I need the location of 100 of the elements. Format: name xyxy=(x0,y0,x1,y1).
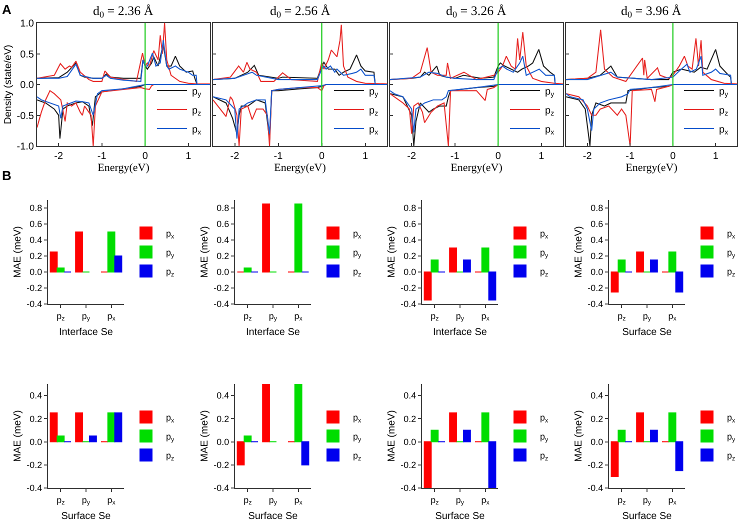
y-tick-label: -0.2 xyxy=(400,460,416,470)
x-tick-label: p$_{y}$ xyxy=(268,494,278,507)
y-tick-label: -0.2 xyxy=(400,283,416,294)
y-tick-label: 0.2 xyxy=(30,414,42,424)
x-axis-title: Surface Se xyxy=(622,327,672,338)
x-tick-label: p$_{z}$ xyxy=(56,494,65,507)
y-tick-label: -0.5 xyxy=(16,110,34,122)
y-tick-label: 0.6 xyxy=(216,219,230,230)
x-axis-title: Energy(eV) xyxy=(274,162,326,174)
y-tick-label: 0.0 xyxy=(404,267,416,278)
bar xyxy=(481,248,490,272)
y-axis-title: MAE (meV) xyxy=(386,410,398,462)
legend-label: p$_{z}$ xyxy=(540,266,548,278)
x-axis-title: Surface Se xyxy=(61,511,112,522)
y-tick-label: 0.8 xyxy=(590,203,604,214)
y-tick-label: 0.4 xyxy=(216,235,230,246)
x-tick-label: p$_{z}$ xyxy=(244,310,252,323)
x-tick-label: -1 xyxy=(97,151,107,162)
legend-label: p$_{z}$ xyxy=(192,105,202,118)
x-tick-label: p$_{z}$ xyxy=(430,494,439,507)
y-tick-label: -0.2 xyxy=(588,283,604,294)
legend-label: p$_{x}$ xyxy=(719,124,729,136)
legend-label: p$_{x}$ xyxy=(192,124,202,136)
legend-label: p$_{y}$ xyxy=(353,432,362,444)
legend-label: p$_{z}$ xyxy=(727,266,736,278)
x-tick-label: p$_{z}$ xyxy=(618,310,626,323)
y-axis-title: MAE (meV) xyxy=(386,226,398,278)
bar xyxy=(107,232,116,272)
bar xyxy=(294,384,302,442)
y-tick-label: 0.2 xyxy=(216,414,230,424)
bar xyxy=(636,412,644,442)
y-tick-label: 0.4 xyxy=(30,235,42,246)
y-tick-label: 0.2 xyxy=(30,251,42,262)
y-tick-label: -0.2 xyxy=(26,283,42,294)
y-tick-label: 0.4 xyxy=(590,390,604,401)
legend-label: p$_{z}$ xyxy=(719,105,729,118)
y-tick-label: 0.6 xyxy=(590,219,604,230)
x-tick-label: p$_{y}$ xyxy=(642,494,652,507)
y-tick-label: -0.4 xyxy=(26,483,42,494)
x-axis-title: Interface Se xyxy=(246,327,300,338)
x-tick-label: -2 xyxy=(54,151,64,162)
y-tick-label: 1.0 xyxy=(20,18,34,30)
legend-label: p$_{z}$ xyxy=(540,450,548,462)
x-tick-label: p$_{y}$ xyxy=(268,310,278,323)
legend-label: p$_{y}$ xyxy=(166,248,176,260)
y-axis-title: MAE (meV) xyxy=(574,226,585,278)
bar xyxy=(262,204,270,272)
legend-label: p$_{x}$ xyxy=(727,412,736,424)
legend-label: p$_{z}$ xyxy=(353,450,362,462)
text: A xyxy=(2,2,12,17)
legend-label: p$_{z}$ xyxy=(353,266,362,278)
legend-label: p$_{z}$ xyxy=(369,105,379,118)
y-tick-label: 0.0 xyxy=(404,436,416,447)
y-axis-title: MAE (meV) xyxy=(12,410,24,462)
legend-label: p$_{x}$ xyxy=(353,412,362,424)
y-tick-label: 0.4 xyxy=(30,390,42,401)
x-axis-title: Surface Se xyxy=(248,511,298,522)
bar xyxy=(462,260,471,272)
x-tick-label: p$_{x}$ xyxy=(294,494,304,507)
legend-label: p$_{y}$ xyxy=(353,248,362,260)
chart-title: d$_{0}$ = 3.26 Å xyxy=(446,3,507,20)
y-tick-label: 0.4 xyxy=(404,390,416,401)
bar xyxy=(488,272,496,300)
legend-label: p$_{x}$ xyxy=(369,124,379,136)
y-axis-title: MAE (meV) xyxy=(200,226,211,278)
x-tick-label: 0 xyxy=(142,151,148,162)
legend-label: p$_{y}$ xyxy=(727,432,736,444)
y-tick-label: -0.2 xyxy=(214,283,230,294)
y-tick-label: -0.4 xyxy=(588,483,604,494)
x-tick-label: p$_{y}$ xyxy=(456,310,465,323)
legend-label: p$_{y}$ xyxy=(192,86,202,98)
y-tick-label: 0.8 xyxy=(404,203,416,214)
x-tick-label: p$_{y}$ xyxy=(456,494,465,507)
x-tick-label: 1 xyxy=(186,151,192,162)
bar xyxy=(50,252,58,272)
x-tick-label: -1 xyxy=(626,151,636,162)
x-tick-label: p$_{y}$ xyxy=(82,494,91,507)
legend-label: p$_{x}$ xyxy=(166,228,176,240)
legend-label: p$_{x}$ xyxy=(166,412,176,424)
bar xyxy=(236,441,245,466)
y-tick-label: 0.2 xyxy=(216,251,230,262)
y-tick-label: 0.6 xyxy=(404,219,416,230)
y-tick-label: -0.4 xyxy=(400,299,416,310)
x-tick-label: 0 xyxy=(495,151,502,162)
legend-label: p$_{x}$ xyxy=(540,228,550,240)
legend-label: p$_{y}$ xyxy=(540,432,550,444)
x-tick-label: 0 xyxy=(318,151,325,162)
x-tick-label: -2 xyxy=(230,151,240,162)
x-tick-label: -1 xyxy=(274,151,284,162)
bar xyxy=(114,256,122,272)
y-tick-label: 0.0 xyxy=(20,80,34,91)
y-tick-label: 0.4 xyxy=(216,390,230,401)
x-tick-label: p$_{x}$ xyxy=(294,310,304,323)
y-tick-label: 0.6 xyxy=(30,219,42,230)
x-tick-label: 1 xyxy=(538,151,545,162)
legend-label: p$_{y}$ xyxy=(166,432,176,444)
bar xyxy=(636,252,644,272)
x-tick-label: -2 xyxy=(582,151,592,162)
chart-title: d$_{0}$ = 2.56 Å xyxy=(270,3,331,20)
bar xyxy=(675,441,684,472)
